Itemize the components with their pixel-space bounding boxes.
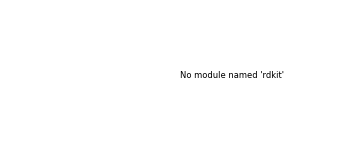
Text: No module named 'rdkit': No module named 'rdkit'	[180, 71, 284, 81]
